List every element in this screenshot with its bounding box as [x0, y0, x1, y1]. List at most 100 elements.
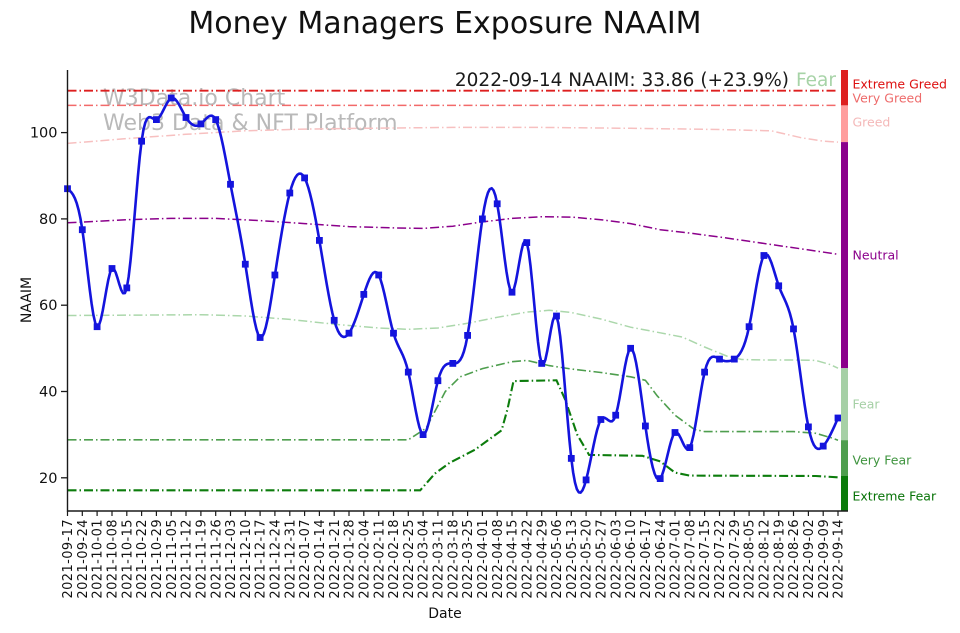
- x-tick-label: 2022-07-22: [713, 519, 728, 599]
- data-point-marker: [227, 180, 234, 188]
- data-point-marker: [745, 323, 753, 331]
- data-point-marker: [167, 94, 175, 102]
- zone-bar-segment-1: [841, 105, 848, 143]
- x-tick-label: 2022-02-25: [402, 519, 417, 599]
- x-tick-label: 2021-09-17: [61, 519, 76, 599]
- data-point-marker: [701, 368, 708, 376]
- data-point-marker: [479, 215, 486, 223]
- data-point-marker: [153, 116, 160, 123]
- x-tick-label: 2022-06-17: [639, 519, 654, 599]
- data-point-marker: [597, 416, 605, 423]
- data-point-marker: [730, 355, 738, 363]
- data-point-marker: [108, 265, 116, 272]
- x-tick-label: 2022-07-01: [669, 519, 684, 599]
- x-tick-label: 2021-12-31: [283, 519, 298, 599]
- x-tick-label: 2021-11-05: [165, 519, 180, 599]
- x-tick-label: 2022-04-01: [476, 519, 491, 599]
- zone-label-extreme-fear: Extreme Fear: [853, 488, 937, 503]
- x-tick-label: 2021-09-24: [76, 519, 91, 599]
- zone-bar-segment-0: [841, 70, 848, 106]
- data-point-marker: [449, 360, 457, 367]
- data-point-marker: [508, 288, 516, 296]
- zone-label-very-fear: Very Fear: [853, 453, 913, 468]
- x-tick-label: 2021-12-10: [239, 519, 254, 599]
- x-tick-label: 2022-06-03: [609, 519, 624, 599]
- data-point-marker: [123, 284, 131, 292]
- data-point-marker: [493, 200, 501, 208]
- threshold-line-neutral: [67, 215, 839, 256]
- x-tick-label: 2021-10-22: [135, 519, 150, 599]
- data-point-marker: [464, 332, 471, 339]
- x-tick-label: 2022-02-18: [387, 519, 402, 599]
- x-tick-label: 2022-06-24: [654, 519, 669, 599]
- data-point-marker: [790, 325, 797, 333]
- data-point-marker: [138, 137, 145, 145]
- data-point-marker: [553, 312, 560, 320]
- y-tick-label: 40: [39, 385, 57, 401]
- zone-label-extreme-greed: Extreme Greed: [853, 76, 947, 91]
- data-point-marker: [197, 120, 205, 128]
- data-point-marker: [686, 444, 694, 451]
- latest-value-annotation: 2022-09-14 NAAIM: 33.86 (+23.9%) Fear: [455, 70, 836, 91]
- data-point-marker: [627, 344, 634, 352]
- data-point-marker: [93, 323, 101, 331]
- naaim-line: [66, 96, 840, 494]
- data-point-marker: [612, 411, 620, 419]
- x-tick-label: 2022-01-21: [328, 519, 343, 599]
- x-tick-label: 2021-10-15: [120, 519, 135, 599]
- data-point-marker: [523, 239, 531, 246]
- data-point-marker: [330, 316, 338, 324]
- data-point-marker: [775, 282, 783, 290]
- x-tick-label: 2022-08-05: [743, 519, 758, 599]
- x-tick-label: 2022-05-20: [580, 519, 595, 599]
- data-point-marker: [656, 475, 664, 482]
- x-tick-label: 2022-02-04: [357, 519, 372, 599]
- zone-label-very-greed: Very Greed: [853, 91, 923, 106]
- chart-title: Money Managers Exposure NAAIM: [188, 6, 702, 41]
- x-tick-label: 2021-11-12: [180, 519, 195, 599]
- x-tick-label: 2022-01-28: [343, 519, 358, 599]
- x-tick-label: 2022-04-22: [520, 519, 535, 599]
- data-point-marker: [419, 431, 427, 438]
- x-tick-label: 2022-03-04: [417, 519, 432, 599]
- x-tick-label: 2022-08-26: [787, 519, 802, 599]
- threshold-line-greed: [67, 126, 839, 145]
- data-point-marker: [671, 429, 679, 436]
- x-tick-label: 2022-09-02: [802, 519, 817, 599]
- x-tick-label: 2022-04-29: [535, 519, 550, 599]
- zone-label-greed: Greed: [853, 115, 891, 130]
- threshold-line-very-fear: [67, 359, 839, 441]
- data-point-marker: [760, 252, 768, 259]
- x-tick-label: 2022-07-08: [683, 519, 698, 599]
- data-point-marker: [834, 414, 842, 422]
- x-tick-label: 2021-10-01: [91, 519, 106, 599]
- x-tick-label: 2022-01-14: [313, 519, 328, 599]
- data-point-marker: [241, 260, 249, 268]
- data-point-marker: [404, 368, 412, 376]
- data-point-marker: [390, 329, 397, 337]
- zone-bar-segment-5: [841, 476, 848, 511]
- data-point-marker: [375, 271, 383, 279]
- x-tick-label: 2022-07-15: [698, 519, 713, 599]
- x-tick-label: 2022-08-12: [758, 519, 773, 599]
- x-tick-label: 2021-11-26: [209, 519, 224, 599]
- x-tick-label: 2022-03-18: [446, 519, 461, 599]
- x-axis-label: Date: [428, 606, 462, 622]
- data-point-marker: [360, 291, 368, 298]
- x-tick-label: 2021-10-29: [150, 519, 165, 599]
- data-point-marker: [271, 271, 279, 279]
- data-point-marker: [301, 174, 308, 182]
- y-tick-label: 100: [30, 126, 58, 142]
- data-point-marker: [538, 360, 546, 367]
- x-tick-label: 2022-06-10: [624, 519, 639, 599]
- x-tick-label: 2022-02-11: [372, 519, 387, 599]
- watermark-line2: Web3 Data & NFT Platform: [103, 111, 398, 136]
- zone-label-neutral: Neutral: [853, 248, 899, 263]
- data-point-marker: [819, 442, 827, 450]
- zone-bar-segment-3: [841, 368, 848, 441]
- y-tick-label: 60: [39, 298, 57, 314]
- x-tick-label: 2022-08-19: [772, 519, 787, 599]
- x-tick-label: 2022-07-29: [728, 519, 743, 599]
